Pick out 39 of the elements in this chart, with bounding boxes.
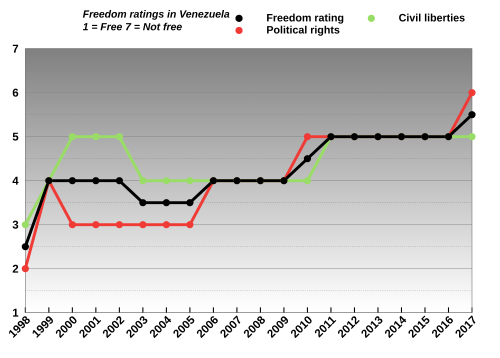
point [22,221,29,228]
y-tick-label: 5 [12,132,18,141]
point [468,111,476,118]
point [468,89,476,96]
point [186,221,194,228]
point [304,155,312,162]
point [304,177,312,184]
point [162,177,170,184]
y-tick-label: 4 [12,176,19,185]
legend-label: Freedom rating [267,14,344,24]
point [186,199,194,206]
point [139,199,146,206]
point [68,221,76,228]
point [139,221,146,228]
point [116,177,123,184]
point [186,177,194,184]
point [22,243,29,250]
legend-label: Civil liberties [399,14,465,22]
chart-subtitle: 1 = Free 7 = Not free [82,22,182,30]
point [139,177,146,184]
point [92,221,100,228]
point [116,133,123,140]
y-tick-label: 3 [12,220,18,229]
legend-label: Political rights [267,26,340,36]
point [68,133,76,140]
chart-title: Freedom ratings in Venezuela [82,10,230,20]
point [162,221,170,228]
y-tick-label: 6 [12,88,18,97]
point [92,133,100,140]
point [162,199,170,206]
point [92,177,100,184]
point [22,265,29,272]
point [304,133,312,140]
y-tick-label: 1 [13,308,18,317]
point [68,177,76,184]
y-tick-label: 2 [12,264,18,273]
point [468,133,476,140]
point [116,221,123,228]
y-tick-label: 7 [12,44,18,53]
